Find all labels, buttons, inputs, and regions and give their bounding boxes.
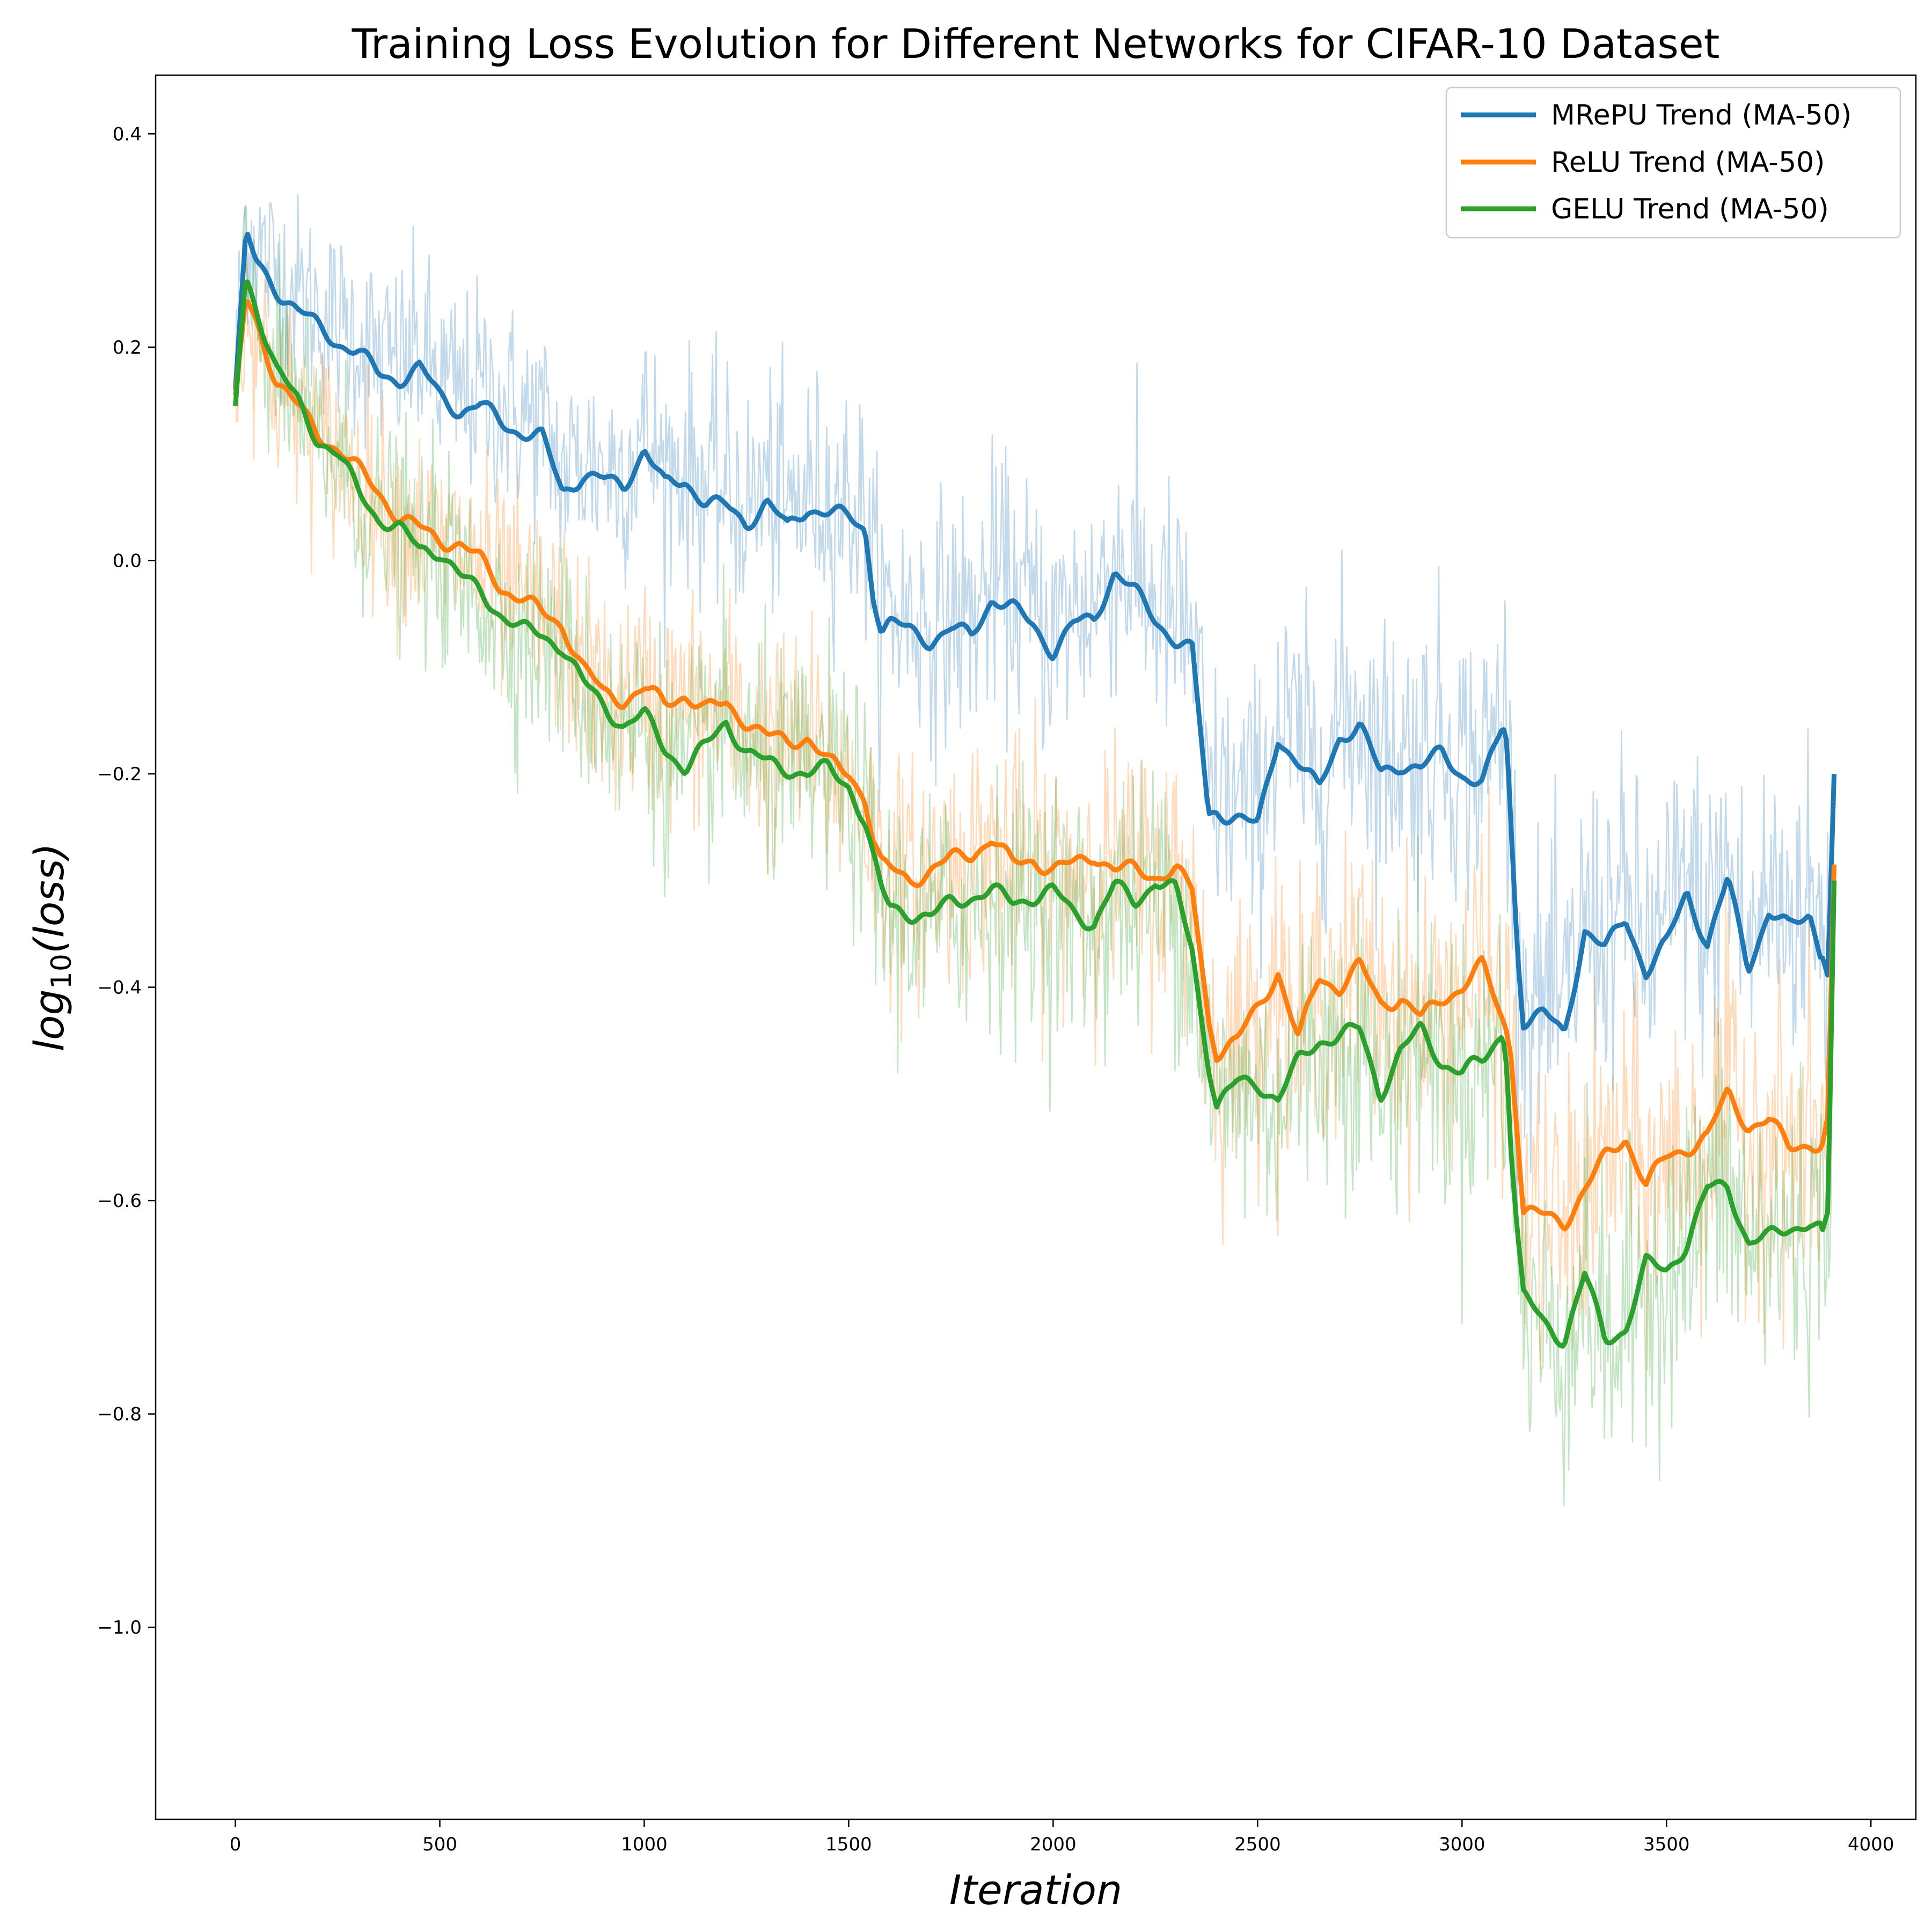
y-tick-label: −0.8 <box>97 1404 142 1425</box>
legend-label-mrepu: MRePU Trend (MA-50) <box>1551 99 1851 131</box>
y-tick-label: −0.4 <box>97 977 142 999</box>
plot-area-frame <box>155 74 1917 1820</box>
x-tick-label: 1000 <box>621 1834 668 1855</box>
x-tick-label: 0 <box>230 1834 241 1855</box>
trend-lines <box>233 231 1837 1349</box>
legend: MRePU Trend (MA-50) ReLU Trend (MA-50) G… <box>1445 86 1901 239</box>
y-tick-label: 0.0 <box>113 550 142 572</box>
trend-line-mrepu <box>233 231 1837 1031</box>
y-axis-label-suffix: (loss) <box>25 843 73 954</box>
x-tick-label: 2500 <box>1234 1834 1281 1855</box>
y-axis-label-main: log <box>25 989 73 1051</box>
trend-line-gelu <box>233 279 1837 1349</box>
x-tick-label: 500 <box>422 1834 457 1855</box>
chart-title: Training Loss Evolution for Different Ne… <box>352 20 1720 68</box>
x-tick-label: 3000 <box>1439 1834 1485 1855</box>
x-axis-label: Iteration <box>949 1866 1122 1914</box>
y-tick-label: 0.2 <box>113 337 142 358</box>
raw-trace-relu <box>235 252 1835 1371</box>
x-tick-label: 4000 <box>1848 1834 1894 1855</box>
y-axis-ticks: 0.4 0.2 0.0 −0.2 −0.4 −0.6 −0.8 −1.0 <box>97 123 156 1638</box>
x-tick-label: 3500 <box>1643 1834 1690 1855</box>
y-tick-label: −1.0 <box>97 1617 142 1638</box>
legend-label-relu: ReLU Trend (MA-50) <box>1551 147 1825 179</box>
legend-box <box>1445 86 1901 239</box>
y-tick-label: −0.2 <box>97 764 142 785</box>
x-tick-label: 2000 <box>1030 1834 1077 1855</box>
raw-trace-mrepu <box>235 194 1835 1226</box>
y-axis-label: log10(loss) <box>25 843 78 1051</box>
y-tick-label: 0.4 <box>113 123 142 145</box>
x-axis-ticks: 0 500 1000 1500 2000 2500 3000 3500 4000 <box>230 1819 1894 1855</box>
y-tick-label: −0.6 <box>97 1190 142 1212</box>
y-axis-label-subscript: 10 <box>46 954 78 989</box>
trend-line-relu <box>233 299 1837 1232</box>
x-tick-label: 1500 <box>825 1834 872 1855</box>
legend-label-gelu: GELU Trend (MA-50) <box>1551 193 1829 225</box>
